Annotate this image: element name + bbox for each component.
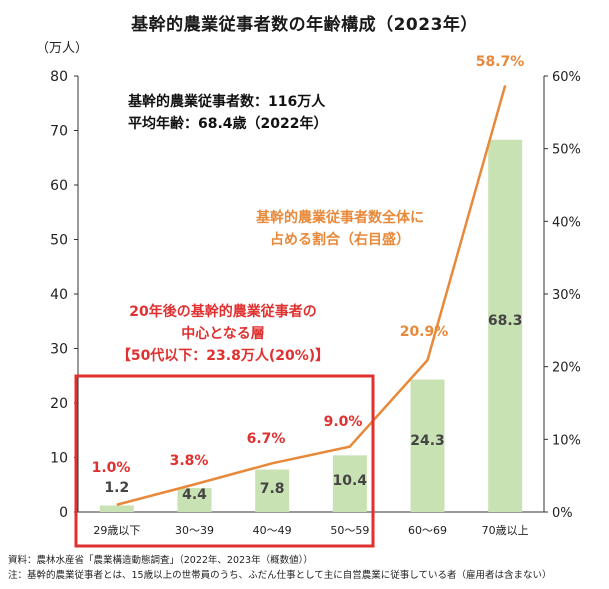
x-tick-label: 30～39 bbox=[175, 524, 214, 537]
left-tick-label: 10 bbox=[50, 451, 68, 467]
line-value-label: 6.7% bbox=[247, 431, 286, 447]
share-line bbox=[116, 85, 507, 506]
bar bbox=[488, 139, 523, 512]
right-tick-label: 30% bbox=[552, 288, 581, 303]
line-value-label: 9.0% bbox=[324, 414, 363, 430]
bar bbox=[255, 469, 290, 512]
left-axis-unit: （万人） bbox=[36, 41, 88, 56]
line-series-annotation: 基幹的農業従事者数全体に bbox=[256, 209, 424, 226]
line-value-label: 1.0% bbox=[92, 460, 131, 476]
bar-value-label: 68.3 bbox=[488, 313, 523, 329]
left-tick-label: 50 bbox=[50, 233, 68, 249]
highlight-annotation: 中心となる層 bbox=[181, 325, 265, 342]
bar bbox=[332, 455, 367, 512]
bar-value-label: 10.4 bbox=[333, 473, 368, 489]
highlight-box bbox=[74, 374, 375, 548]
highlight-annotation: 【50代以下：23.8万人(20%)】 bbox=[117, 347, 329, 364]
bar-value-label: 4.4 bbox=[182, 487, 207, 503]
line-series-annotation: 占める割合（右目盛） bbox=[270, 231, 410, 248]
bar-value-label: 24.3 bbox=[410, 433, 445, 449]
left-tick-label: 20 bbox=[50, 396, 68, 412]
right-tick-label: 20% bbox=[552, 361, 581, 376]
left-tick-label: 30 bbox=[50, 342, 68, 358]
highlight-annotation: 20年後の基幹的農業従事者の bbox=[129, 303, 316, 320]
bar-value-label: 1.2 bbox=[104, 480, 129, 496]
right-tick-label: 60% bbox=[552, 70, 581, 85]
bar bbox=[99, 505, 134, 512]
left-tick-label: 0 bbox=[59, 505, 68, 521]
right-tick-label: 40% bbox=[552, 215, 581, 230]
bar-value-label: 7.8 bbox=[260, 481, 285, 497]
source-note: 資料：農林水産省「農業構造動態調査」（2022年、2023年（概数値）） bbox=[8, 555, 313, 566]
left-tick-label: 70 bbox=[50, 124, 68, 140]
summary-average-age: 平均年齢：68.4歳（2022年） bbox=[128, 115, 328, 132]
right-tick-label: 50% bbox=[552, 143, 581, 158]
left-tick-label: 80 bbox=[50, 69, 68, 85]
line-value-label: 3.8% bbox=[170, 453, 209, 469]
x-tick-label: 29歳以下 bbox=[93, 524, 140, 537]
x-tick-label: 70歳以上 bbox=[482, 524, 529, 537]
summary-total: 基幹的農業従事者数：116万人 bbox=[128, 93, 326, 110]
left-tick-label: 60 bbox=[50, 178, 68, 194]
x-tick-label: 40～49 bbox=[253, 524, 292, 537]
footnote: 注：基幹的農業従事者とは、15歳以上の世帯員のうち、ふだん仕事として主に自営農業… bbox=[8, 570, 552, 581]
line-value-label: 58.7% bbox=[476, 54, 525, 70]
bar bbox=[177, 488, 212, 512]
right-tick-label: 10% bbox=[552, 433, 581, 448]
bar bbox=[410, 379, 445, 512]
line-value-label: 20.9% bbox=[400, 324, 449, 340]
right-tick-label: 0% bbox=[552, 506, 573, 521]
chart-title: 基幹的農業従事者数の年齢構成（2023年） bbox=[131, 15, 478, 35]
left-tick-label: 40 bbox=[50, 287, 68, 303]
x-tick-label: 60～69 bbox=[408, 524, 447, 537]
x-tick-label: 50～59 bbox=[330, 524, 369, 537]
